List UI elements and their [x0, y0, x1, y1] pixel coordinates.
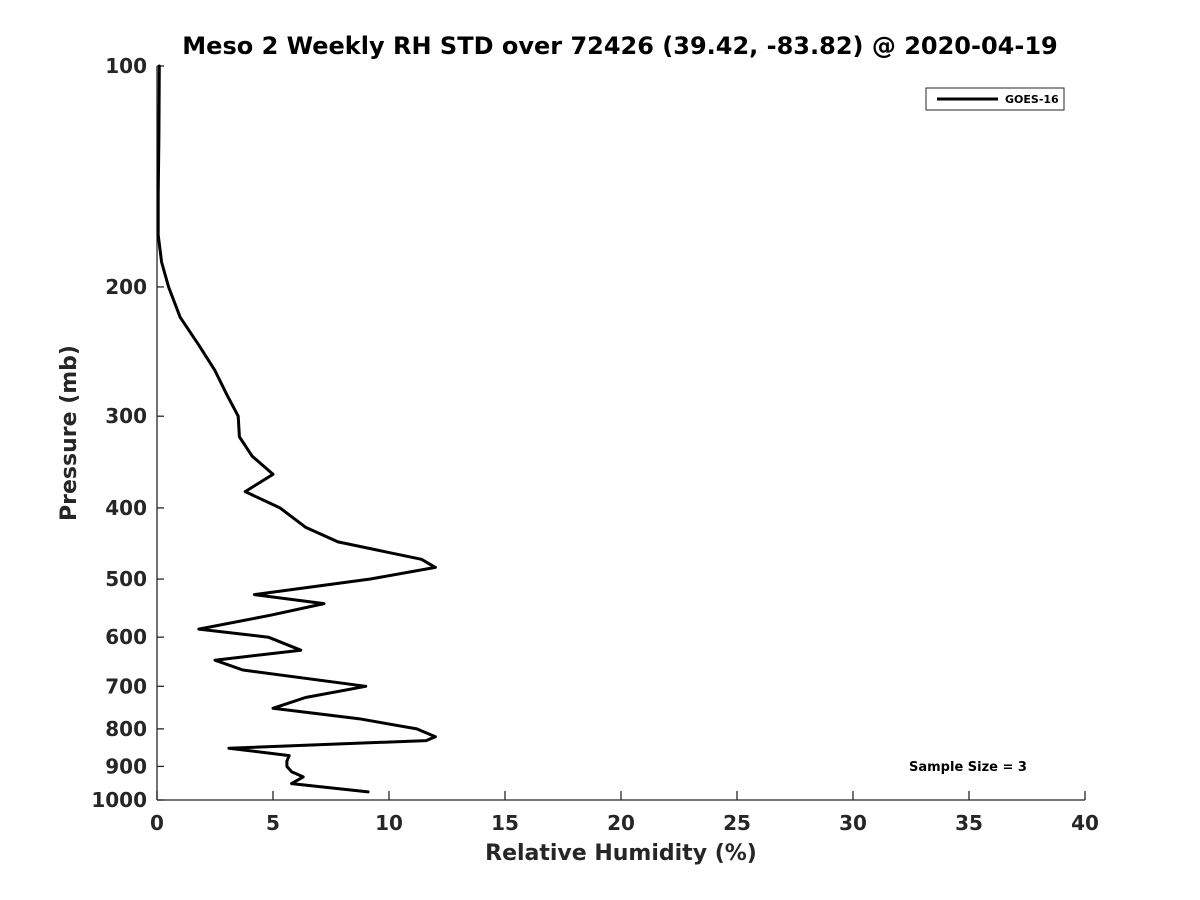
chart-title: Meso 2 Weekly RH STD over 72426 (39.42, … [182, 32, 1057, 60]
y-tick-label: 800 [105, 717, 147, 741]
x-tick-label: 10 [375, 811, 403, 835]
x-tick-label: 40 [1071, 811, 1099, 835]
y-tick-label: 200 [105, 275, 147, 299]
y-tick-label: 900 [105, 754, 147, 778]
x-tick-label: 0 [150, 811, 164, 835]
y-axis-label: Pressure (mb) [57, 345, 82, 521]
x-tick-label: 5 [266, 811, 280, 835]
y-ticks: 100 200 300 400 500 600 700 800 900 1000 [91, 54, 164, 812]
sample-size-annotation: Sample Size = 3 [909, 760, 1027, 775]
series-line-goes-16 [156, 64, 437, 794]
y-tick-label: 600 [105, 625, 147, 649]
y-tick-label: 700 [105, 674, 147, 698]
x-tick-label: 25 [723, 811, 751, 835]
x-tick-label: 35 [955, 811, 983, 835]
y-tick-label: 1000 [91, 788, 147, 812]
y-tick-label: 100 [105, 54, 147, 78]
series-layer [156, 64, 437, 794]
legend-entry-goes-16: GOES-16 [1005, 93, 1059, 106]
x-ticks: 0 5 10 15 20 25 30 35 40 [150, 791, 1099, 835]
x-axis-label: Relative Humidity (%) [485, 841, 757, 866]
x-tick-label: 20 [607, 811, 635, 835]
x-tick-label: 30 [839, 811, 867, 835]
y-tick-label: 500 [105, 567, 147, 591]
x-tick-label: 15 [491, 811, 519, 835]
y-tick-label: 400 [105, 496, 147, 520]
legend: GOES-16 [925, 87, 1065, 111]
y-tick-label: 300 [105, 404, 147, 428]
